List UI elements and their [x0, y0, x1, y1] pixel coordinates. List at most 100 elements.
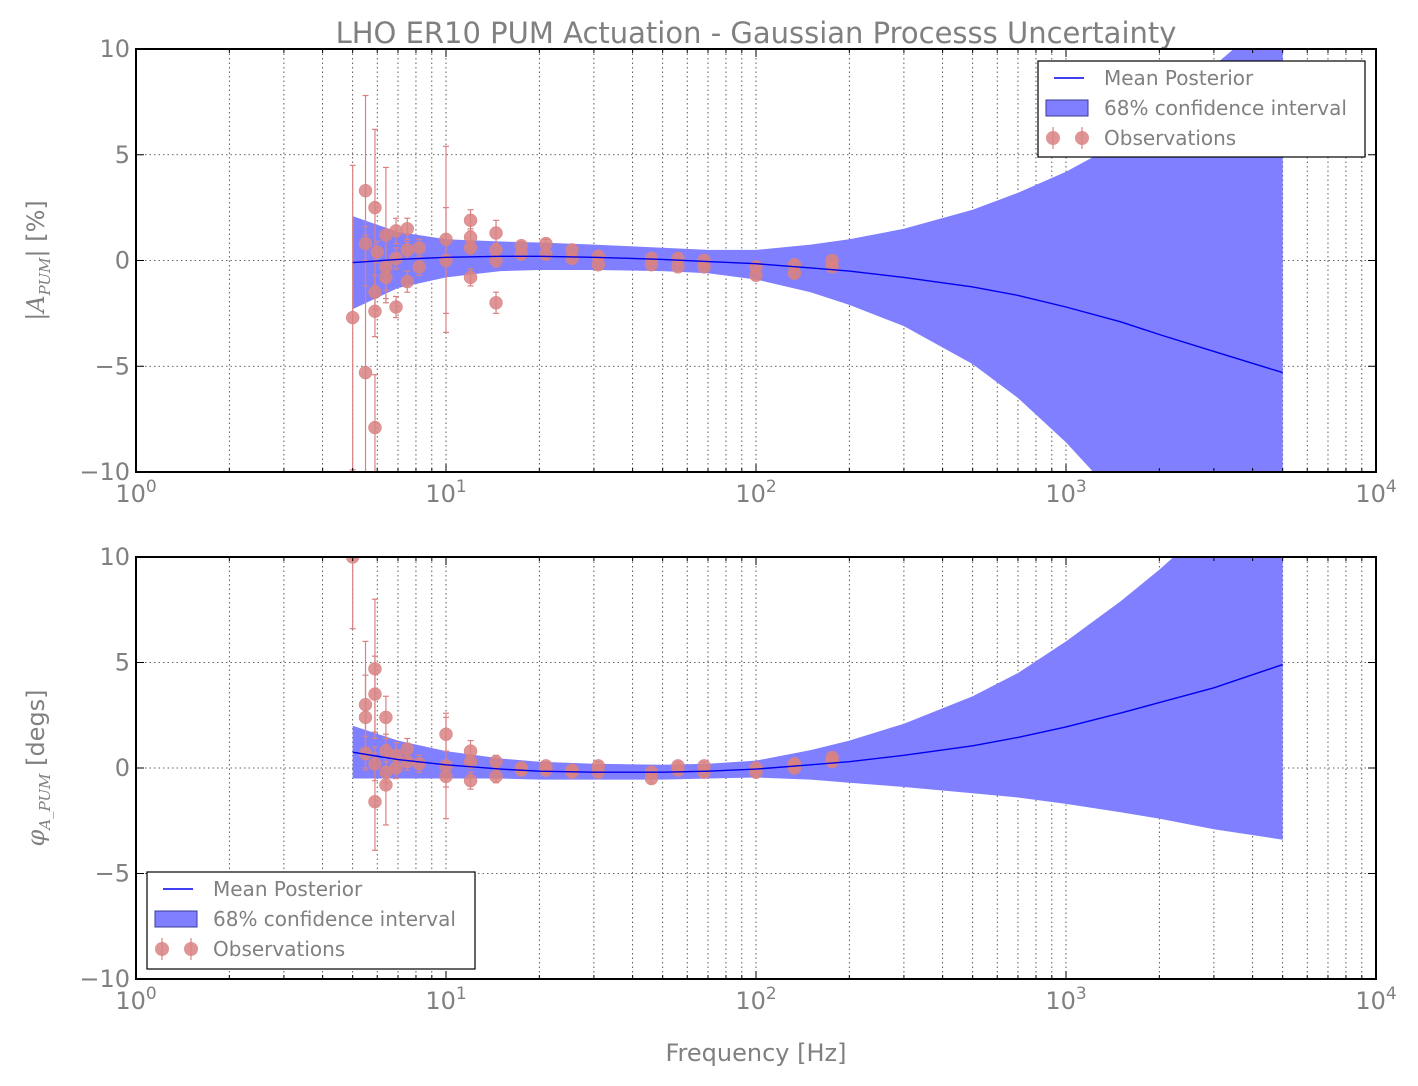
- observation-point: [412, 754, 427, 773]
- observation-marker: [389, 761, 403, 775]
- observation-point: [370, 240, 384, 264]
- legend-label: Observations: [1104, 126, 1236, 150]
- observation-point: [644, 257, 659, 272]
- observation-point: [389, 295, 403, 319]
- observation-marker: [489, 296, 503, 310]
- observation-point: [345, 164, 360, 471]
- observation-point: [358, 234, 373, 472]
- observation-marker: [644, 257, 659, 272]
- observation-marker: [368, 687, 382, 701]
- legend-label: 68% confidence interval: [213, 907, 456, 931]
- observation-marker: [379, 710, 393, 725]
- observation-marker: [389, 300, 403, 314]
- observation-point: [671, 260, 685, 274]
- observation-marker: [489, 226, 503, 240]
- observation-point: [368, 746, 382, 782]
- observation-point: [368, 274, 382, 310]
- observation-point: [400, 270, 415, 293]
- observation-marker: [539, 763, 553, 777]
- legend-label: Mean Posterior: [1104, 66, 1254, 90]
- observation-marker: [379, 270, 393, 285]
- legend-label: Observations: [213, 937, 345, 961]
- observation-marker: [749, 765, 763, 779]
- observation-point: [400, 217, 415, 240]
- x-tick-label: 102: [735, 984, 776, 1015]
- observation-marker: [400, 243, 415, 257]
- observation-point: [379, 695, 393, 740]
- observation-marker: [671, 763, 685, 777]
- observation-marker: [389, 224, 403, 238]
- observation-marker: [358, 236, 373, 251]
- observation-point: [439, 765, 453, 788]
- x-tick-label: 101: [425, 477, 466, 508]
- observation-marker: [370, 245, 384, 259]
- observation-point: [358, 226, 373, 262]
- observation-point: [539, 763, 553, 777]
- observation-point: [489, 769, 503, 784]
- observation-marker: [644, 771, 659, 786]
- observation-marker: [787, 266, 802, 280]
- x-tick-label: 101: [425, 984, 466, 1015]
- axes-frame: [135, 48, 1377, 473]
- observation-marker: [368, 200, 382, 215]
- y-tick-label: −10: [79, 458, 130, 486]
- observation-marker: [489, 769, 503, 784]
- observation-point: [514, 247, 529, 261]
- confidence-band: [352, 49, 1283, 472]
- observation-marker: [749, 268, 763, 283]
- observation-point: [379, 264, 393, 291]
- observation-point: [439, 207, 453, 314]
- x-tick-label: 103: [1045, 984, 1086, 1015]
- observation-point: [463, 209, 478, 232]
- y-tick-label: 10: [99, 543, 130, 571]
- observation-point: [463, 739, 478, 763]
- observation-marker: [368, 420, 382, 435]
- observation-marker: [463, 270, 478, 285]
- observations: [345, 94, 839, 472]
- observation-marker: [358, 365, 373, 380]
- y-tick-label: −5: [95, 860, 130, 888]
- y-tick-label: 10: [99, 35, 130, 63]
- observation-marker: [345, 310, 360, 325]
- observation-point: [368, 374, 382, 472]
- observation-point: [389, 247, 403, 270]
- observation-point: [825, 260, 839, 274]
- observation-marker: [463, 754, 478, 769]
- observation-marker: [389, 251, 403, 266]
- observation-marker: [368, 757, 382, 771]
- observation-marker: [463, 213, 478, 228]
- observation-marker: [489, 253, 503, 268]
- y-axis-label: |APUM| [%]: [22, 200, 54, 321]
- observation-marker: [463, 773, 478, 788]
- observation-point: [539, 247, 553, 261]
- observation-marker: [539, 247, 553, 261]
- x-tick-label: 102: [735, 477, 776, 508]
- legend-label: Mean Posterior: [213, 877, 363, 901]
- observation-marker: [439, 769, 453, 784]
- chart-title: LHO ER10 PUM Actuation - Gaussian Proces…: [336, 16, 1177, 50]
- axes-frame: [135, 556, 1377, 980]
- observation-marker: [697, 765, 711, 779]
- observation-marker: [671, 260, 685, 274]
- observation-point: [379, 761, 393, 784]
- x-axis-label: Frequency [Hz]: [666, 1039, 847, 1067]
- observation-point: [389, 756, 403, 780]
- x-tick-label: 100: [115, 984, 156, 1015]
- legend-frame: [146, 871, 476, 970]
- observation-marker: [368, 285, 382, 299]
- observation-point: [368, 655, 382, 733]
- observation-point: [463, 240, 478, 255]
- observation-point: [671, 763, 685, 777]
- y-axis-label: φA_PUM [degs]: [22, 689, 54, 846]
- observation-marker: [825, 754, 839, 769]
- observation-point: [644, 771, 659, 786]
- observation-point: [565, 251, 579, 266]
- y-tick-label: 0: [115, 754, 130, 782]
- observation-marker: [463, 241, 478, 255]
- observation-marker: [565, 251, 579, 266]
- legend-label: 68% confidence interval: [1104, 96, 1347, 120]
- y-tick-label: 0: [115, 247, 130, 275]
